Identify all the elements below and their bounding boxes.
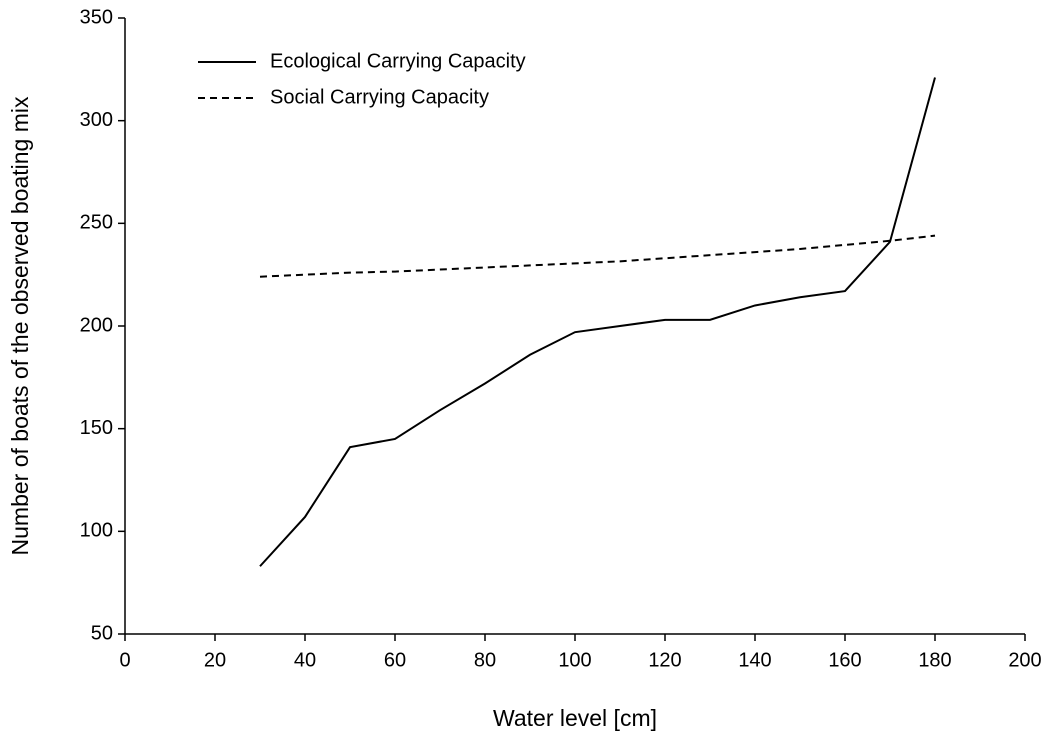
legend-label: Ecological Carrying Capacity	[270, 50, 526, 72]
series-line	[259, 77, 936, 567]
x-tick-label: 20	[204, 649, 226, 671]
y-tick-label: 300	[80, 109, 113, 131]
x-tick-label: 100	[558, 649, 591, 671]
x-tick-label: 60	[384, 649, 406, 671]
y-axis-title: Number of boats of the observed boating …	[7, 96, 33, 555]
x-tick-label: 140	[738, 649, 771, 671]
y-tick-label: 250	[80, 212, 113, 234]
x-tick-label: 120	[648, 649, 681, 671]
x-tick-label: 40	[294, 649, 316, 671]
x-tick-label: 180	[918, 649, 951, 671]
y-tick-label: 150	[80, 417, 113, 439]
x-tick-label: 200	[1008, 649, 1041, 671]
y-tick-label: 200	[80, 314, 113, 336]
x-tick-label: 80	[474, 649, 496, 671]
series-line	[259, 234, 936, 278]
x-axis-title: Water level [cm]	[493, 705, 657, 731]
x-tick-label: 160	[828, 649, 861, 671]
y-tick-label: 100	[80, 520, 113, 542]
legend-label: Social Carrying Capacity	[270, 86, 489, 108]
y-tick-label: 50	[91, 622, 113, 644]
y-tick-label: 350	[80, 6, 113, 28]
x-tick-label: 0	[119, 649, 130, 671]
